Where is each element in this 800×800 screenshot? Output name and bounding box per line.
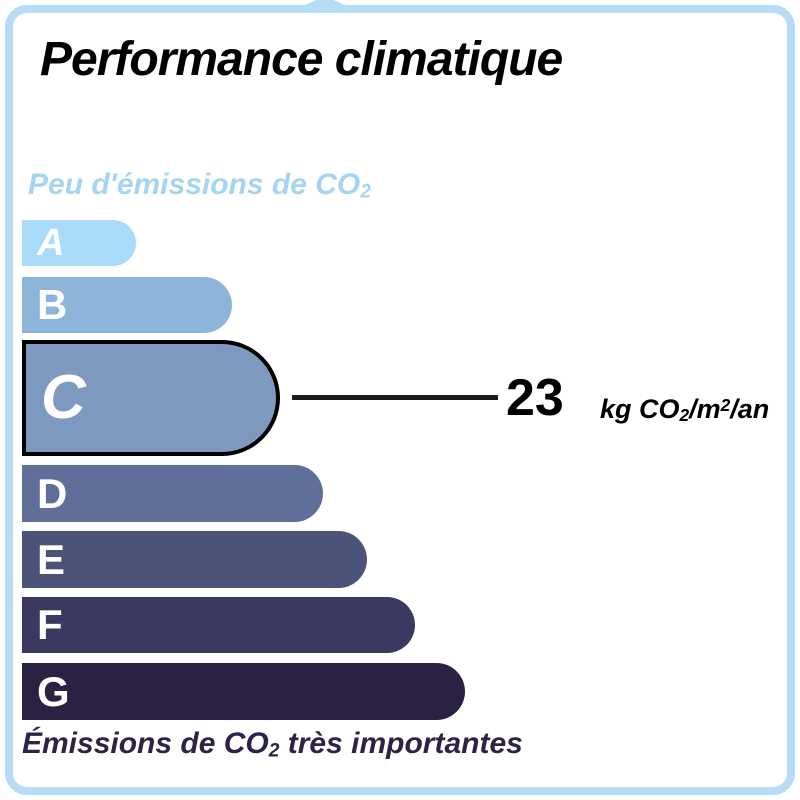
ges-bar-C: C — [22, 340, 280, 456]
low-emissions-label: Peu d'émissions de CO2 — [28, 168, 371, 203]
unit-part-per-an: /an — [730, 394, 770, 424]
low-emissions-text: Peu d'émissions de CO — [28, 168, 361, 201]
emission-unit: kg CO2/m2/an — [600, 396, 769, 424]
emission-value: 23 — [506, 369, 564, 427]
ges-bar-G: G — [22, 663, 465, 720]
ges-bar-letter-B: B — [37, 281, 68, 328]
speech-bubble-tail — [301, 0, 349, 7]
ges-bar-letter-C: C — [41, 363, 86, 432]
ges-bar-letter-G: G — [37, 667, 70, 715]
unit-part-per-m: /m — [689, 394, 721, 424]
unit-m2-superscript: 2 — [720, 394, 731, 415]
ges-bar-A: A — [22, 220, 136, 266]
high-emissions-label: Émissions de CO2 très importantes — [22, 726, 523, 762]
unit-part-kgco: kg CO — [600, 394, 680, 424]
ges-bar-B: B — [22, 277, 232, 333]
ges-bar-letter-E: E — [37, 535, 66, 583]
co2-subscript-bottom: 2 — [268, 740, 280, 762]
page-title: Performance climatique — [40, 33, 563, 86]
co2-subscript: 2 — [360, 181, 371, 203]
ges-bar-D: D — [22, 465, 323, 522]
high-emissions-text-pre: Émissions de CO — [22, 727, 269, 760]
high-emissions-text-post: très importantes — [279, 727, 523, 760]
ges-bar-F: F — [22, 597, 415, 653]
unit-co2-subscript: 2 — [679, 405, 690, 426]
indicator-line — [292, 395, 498, 400]
ges-bar-letter-A: A — [37, 222, 65, 264]
ges-bar-letter-F: F — [37, 601, 63, 648]
ges-bar-E: E — [22, 531, 367, 588]
ges-bar-letter-D: D — [37, 469, 68, 517]
